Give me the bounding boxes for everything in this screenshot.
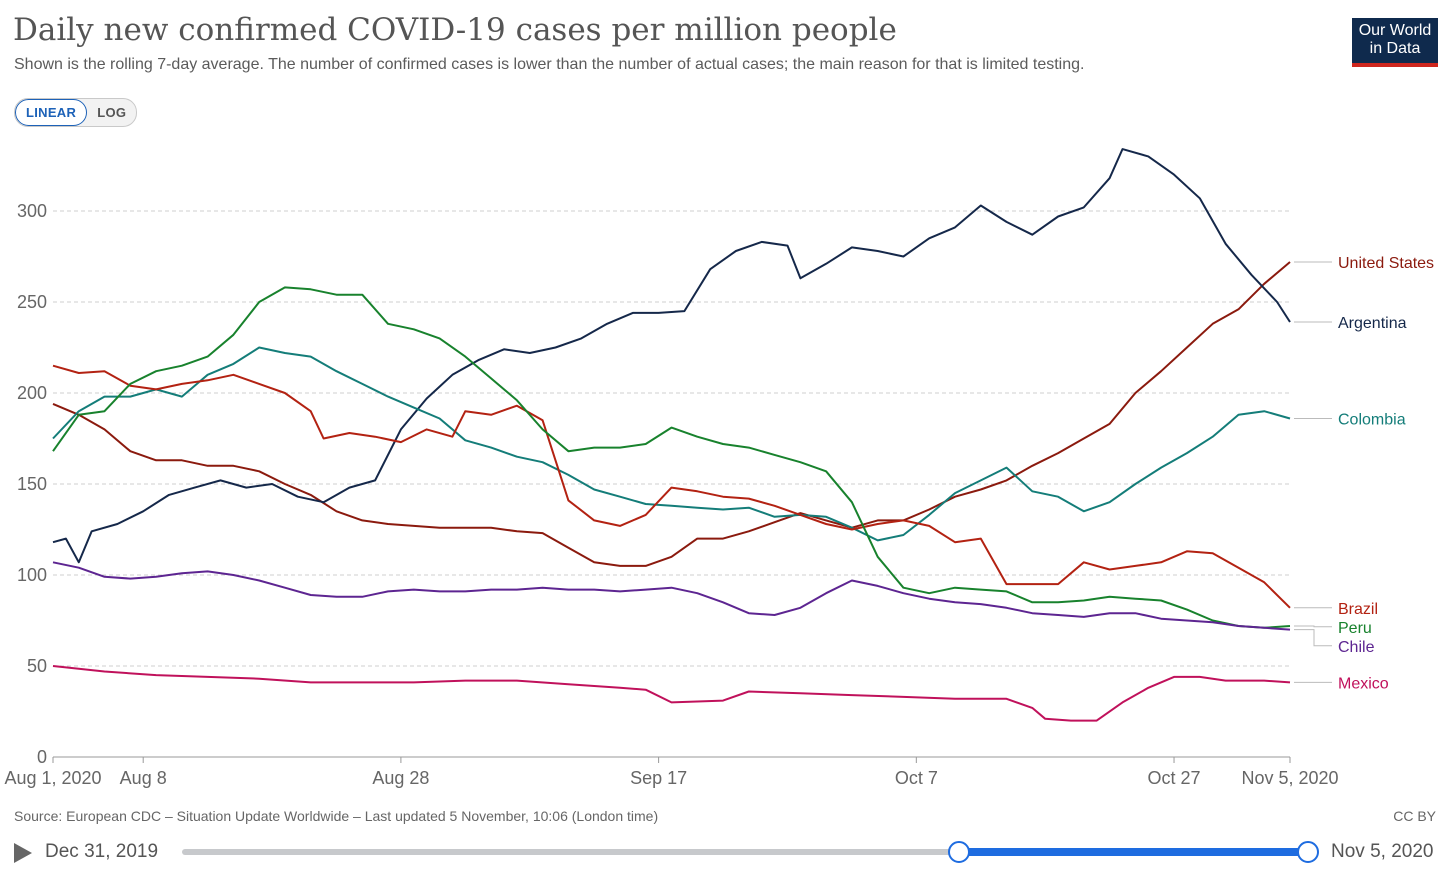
series-line-mexico xyxy=(52,665,1291,722)
legend-label-argentina: Argentina xyxy=(1338,315,1407,332)
series-line-united-states xyxy=(52,261,1291,567)
legend-label-colombia: Colombia xyxy=(1338,411,1406,428)
series-line-peru xyxy=(52,286,1291,629)
timeline-end-label: Nov 5, 2020 xyxy=(1331,841,1434,862)
x-tick-label: Oct 27 xyxy=(1148,768,1201,788)
x-tick-label: Aug 8 xyxy=(120,768,167,788)
legend-label-united-states: United States xyxy=(1338,255,1434,272)
legend-label-brazil: Brazil xyxy=(1338,601,1378,618)
legend-label-mexico: Mexico xyxy=(1338,675,1389,692)
x-tick-label: Oct 7 xyxy=(895,768,938,788)
series-line-argentina xyxy=(52,148,1291,564)
y-tick-label: 250 xyxy=(17,292,47,312)
timeline-selected-range xyxy=(959,848,1308,856)
y-tick-label: 0 xyxy=(37,747,47,767)
timeline-end-handle[interactable] xyxy=(1297,841,1319,863)
scale-toggle: LINEAR LOG xyxy=(14,98,138,127)
legend-label-chile: Chile xyxy=(1338,639,1375,656)
chart-title: Daily new confirmed COVID-19 cases per m… xyxy=(13,12,897,48)
line-chart: 0 50 100 150 200 250 300 Aug 1, 2020 Aug 8 Aug 28… xyxy=(4,148,1434,788)
legend-connector-chile xyxy=(1294,629,1332,647)
chart-subtitle: Shown is the rolling 7-day average. The … xyxy=(14,56,1085,73)
x-tick-label: Aug 1, 2020 xyxy=(4,768,101,788)
timeline-track[interactable] xyxy=(182,849,1308,855)
linear-scale-button[interactable]: LINEAR xyxy=(15,99,88,126)
logo-line-1: Our World xyxy=(1358,22,1432,39)
y-tick-label: 50 xyxy=(27,656,47,676)
legend-label-peru: Peru xyxy=(1338,620,1372,637)
x-tick-label: Aug 28 xyxy=(372,768,429,788)
series-line-brazil xyxy=(52,364,1291,609)
owid-logo[interactable]: Our World in Data xyxy=(1352,18,1438,67)
logo-accent-bar xyxy=(1352,63,1438,67)
timeline-bar: Dec 31, 2019 Nov 5, 2020 xyxy=(0,834,1456,870)
y-tick-label: 100 xyxy=(17,565,47,585)
play-icon[interactable] xyxy=(14,843,32,863)
y-tick-label: 200 xyxy=(17,383,47,403)
y-tick-label: 300 xyxy=(17,201,47,221)
license-link[interactable]: CC BY xyxy=(1393,808,1436,824)
timeline-start-handle[interactable] xyxy=(948,841,970,863)
logo-line-2: in Data xyxy=(1369,40,1421,57)
source-note: Source: European CDC – Situation Update … xyxy=(14,808,659,824)
y-tick-label: 150 xyxy=(17,474,47,494)
series-line-colombia xyxy=(52,346,1291,542)
x-tick-label: Nov 5, 2020 xyxy=(1241,768,1338,788)
series-line-chile xyxy=(52,561,1291,631)
log-scale-button[interactable]: LOG xyxy=(97,105,127,120)
timeline-start-label: Dec 31, 2019 xyxy=(45,841,159,862)
legend-connector-peru xyxy=(1294,625,1332,628)
x-tick-label: Sep 17 xyxy=(630,768,687,788)
